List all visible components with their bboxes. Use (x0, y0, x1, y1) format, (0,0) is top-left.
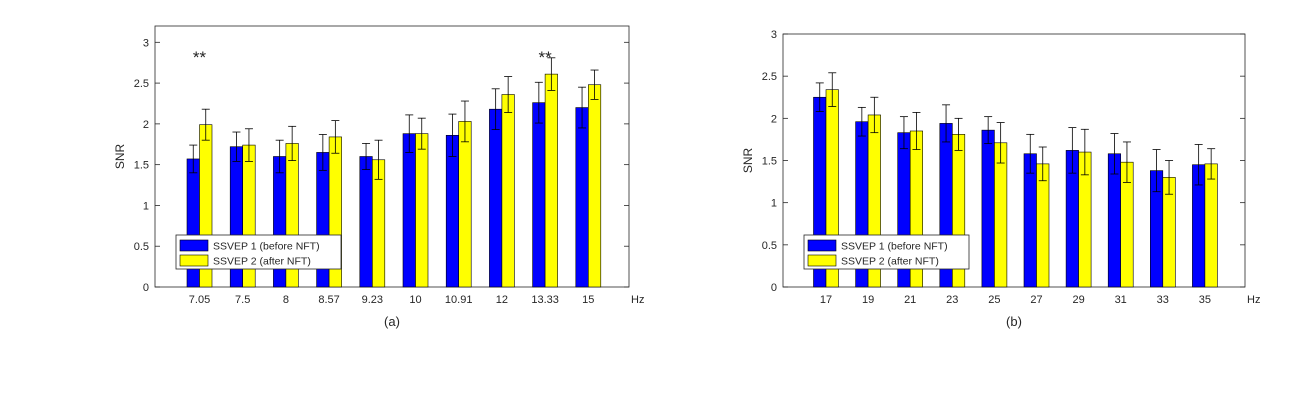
x-axis-label: Hz (631, 294, 644, 306)
x-tick-label: 8 (283, 294, 289, 306)
x-tick-label: 25 (988, 294, 1000, 306)
y-tick-label: 1.5 (762, 156, 777, 168)
y-tick-label: 1 (143, 200, 149, 212)
y-tick-label: 1 (771, 198, 777, 210)
bar-series2 (1036, 163, 1050, 288)
bar-series1 (575, 107, 589, 288)
y-tick-label: 2.5 (762, 71, 777, 83)
y-tick-label: 0.5 (134, 241, 149, 253)
panel-label: (a) (384, 314, 400, 329)
y-axis-label: SNR (741, 148, 755, 174)
x-tick-label: 35 (1199, 294, 1211, 306)
bar-series2 (994, 142, 1008, 288)
x-tick-label: 7.5 (235, 294, 250, 306)
x-tick-label: 13.33 (531, 294, 559, 306)
x-tick-label: 15 (582, 294, 594, 306)
x-tick-label: 27 (1030, 294, 1042, 306)
y-tick-label: 2.5 (134, 78, 149, 90)
significance-marker: ** (538, 48, 552, 67)
bar-series1 (402, 133, 416, 288)
bar-series2 (544, 73, 558, 288)
y-tick-label: 3 (143, 37, 149, 49)
x-tick-label: 10.91 (445, 294, 473, 306)
significance-marker: ** (193, 48, 207, 67)
bar-series1 (445, 134, 460, 288)
legend-swatch-series1 (179, 239, 209, 252)
x-tick-label: 23 (946, 294, 958, 306)
bar-series2 (587, 84, 602, 288)
bar-series1 (359, 156, 373, 288)
x-axis-label: Hz (1247, 294, 1260, 306)
panel-label: (b) (1006, 314, 1022, 329)
y-axis-label: SNR (113, 144, 127, 170)
x-tick-label: 33 (1157, 294, 1169, 306)
legend-swatch-series2 (807, 254, 837, 267)
bar-series1 (532, 102, 546, 288)
x-tick-label: 12 (496, 294, 508, 306)
chart-panel-b: 0 0.5 1 1.5 2 2.5 3 SNR 17 19 21 23 25 27 29 31 33 35 Hz (b… (741, 29, 1260, 329)
bar-series1 (1023, 153, 1037, 288)
bar-series2 (501, 94, 515, 288)
y-tick-label: 0.5 (762, 240, 777, 252)
x-tick-label: 7.05 (189, 294, 210, 306)
y-tick-label: 0 (143, 282, 149, 294)
legend-label-series2: SSVEP 2 (after NFT) (841, 256, 939, 268)
chart-panel-a: 0 0.5 1 1.5 2 2.5 3 SNR 7.05 7.5 8 8.57 9.23 10 10.91 1… (113, 25, 644, 329)
y-tick-label: 2 (143, 119, 149, 131)
legend: SSVEP 1 (before NFT) SSVEP 2 (after NFT) (175, 234, 342, 270)
bar-series2 (458, 121, 472, 288)
x-tick-label: 19 (862, 294, 874, 306)
legend-label-series2: SSVEP 2 (after NFT) (213, 256, 311, 268)
legend-swatch-series2 (179, 254, 209, 267)
x-tick-label: 8.57 (318, 294, 339, 306)
bar-series2 (415, 133, 429, 288)
y-tick-label: 3 (771, 29, 777, 41)
y-tick-label: 2 (771, 113, 777, 125)
x-tick-label: 31 (1115, 294, 1127, 306)
legend: SSVEP 1 (before NFT) SSVEP 2 (after NFT) (803, 234, 970, 270)
y-tick-label: 1.5 (134, 160, 149, 172)
bar-series1 (981, 129, 995, 288)
legend-label-series1: SSVEP 1 (before NFT) (841, 241, 948, 253)
bar-series2 (1204, 163, 1218, 288)
y-tick-label: 0 (771, 282, 777, 294)
x-tick-label: 29 (1072, 294, 1084, 306)
legend-label-series1: SSVEP 1 (before NFT) (213, 241, 320, 253)
legend-swatch-series1 (807, 239, 837, 252)
x-tick-label: 21 (904, 294, 916, 306)
x-tick-label: 9.23 (362, 294, 383, 306)
x-tick-label: 10 (409, 294, 421, 306)
bar-series1 (489, 108, 503, 288)
x-tick-label: 17 (820, 294, 832, 306)
